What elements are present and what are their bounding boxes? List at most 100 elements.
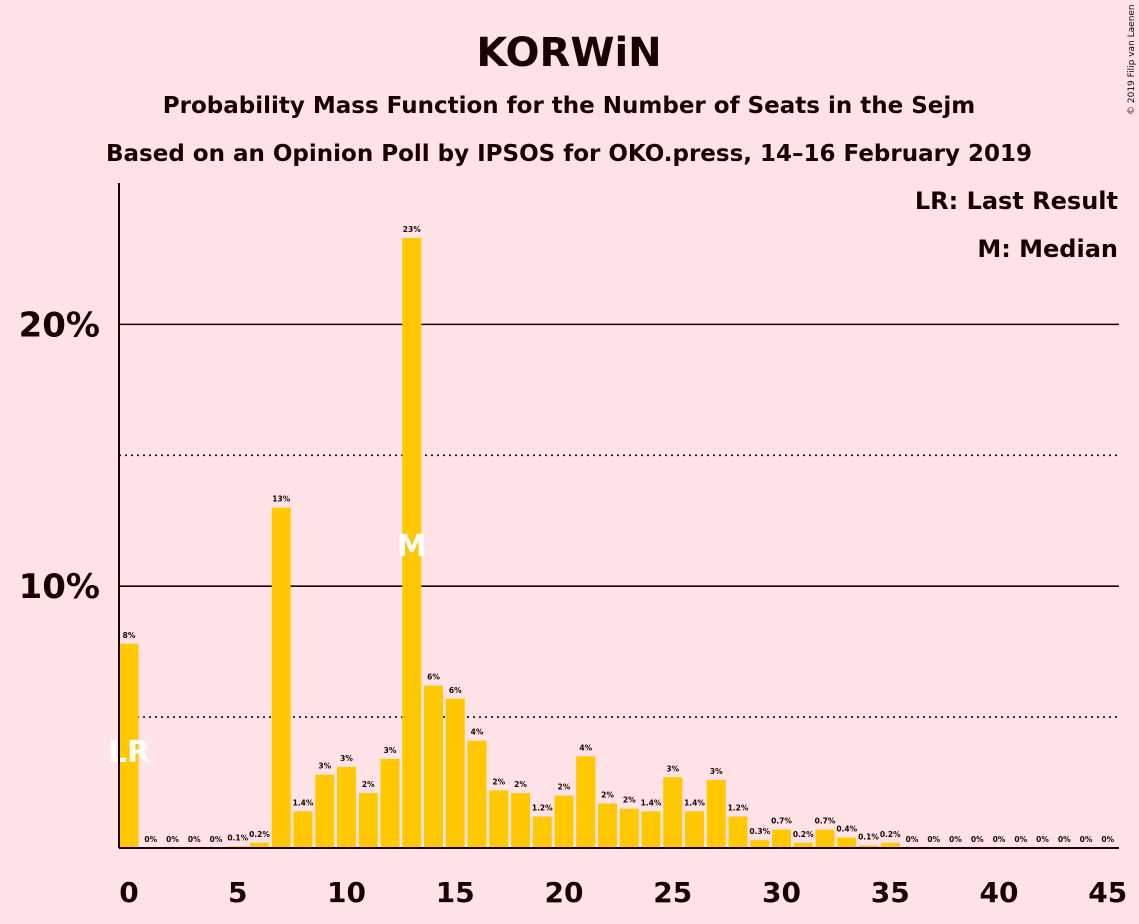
data-label-seat-36: 0% bbox=[906, 835, 919, 844]
data-label-seat-19: 1.2% bbox=[532, 804, 553, 813]
data-label-seat-7: 13% bbox=[272, 495, 290, 504]
chart-title: KORWiN bbox=[476, 30, 661, 76]
data-label-seat-42: 0% bbox=[1036, 835, 1049, 844]
data-label-seat-43: 0% bbox=[1058, 835, 1071, 844]
x-tick-label: 10 bbox=[327, 876, 366, 909]
data-label-seat-27: 3% bbox=[710, 767, 723, 776]
data-label-seat-14: 6% bbox=[427, 673, 440, 682]
data-label-seat-38: 0% bbox=[949, 835, 962, 844]
data-label-seat-39: 0% bbox=[971, 835, 984, 844]
data-label-seat-13: 23% bbox=[403, 225, 421, 234]
legend-median: M: Median bbox=[977, 235, 1118, 263]
data-label-seat-41: 0% bbox=[1014, 835, 1027, 844]
data-label-seat-40: 0% bbox=[993, 835, 1006, 844]
bar-seat-11 bbox=[358, 793, 378, 848]
x-tick-label: 35 bbox=[871, 876, 910, 909]
bar-seat-6 bbox=[250, 842, 269, 848]
bar-seat-30 bbox=[772, 829, 791, 848]
data-label-seat-29: 0.3% bbox=[749, 827, 770, 836]
data-label-seat-9: 3% bbox=[318, 762, 331, 771]
data-label-seat-45: 0% bbox=[1101, 835, 1114, 844]
x-tick-label: 0 bbox=[119, 876, 138, 909]
legend-last-result: LR: Last Result bbox=[915, 187, 1118, 215]
data-label-seat-32: 0.7% bbox=[815, 817, 836, 826]
last-result-marker: LR bbox=[108, 735, 150, 770]
data-label-seat-20: 2% bbox=[558, 783, 571, 792]
bar-seat-28 bbox=[728, 816, 748, 848]
bar-seat-25 bbox=[663, 777, 683, 848]
bar-seat-18 bbox=[511, 793, 530, 848]
data-label-seat-31: 0.2% bbox=[793, 830, 814, 839]
bar-seat-14 bbox=[424, 685, 443, 848]
data-label-seat-26: 1.4% bbox=[684, 798, 705, 807]
x-tick-label: 25 bbox=[653, 876, 692, 909]
data-label-seat-16: 4% bbox=[471, 728, 484, 737]
data-label-seat-22: 2% bbox=[601, 790, 614, 799]
bar-seat-27 bbox=[706, 779, 726, 848]
x-tick-label: 20 bbox=[545, 876, 584, 909]
bar-seat-12 bbox=[380, 758, 400, 848]
bar-seat-17 bbox=[489, 790, 509, 848]
bar-seat-31 bbox=[793, 842, 813, 848]
x-tick-label: 30 bbox=[762, 876, 801, 909]
x-tick-labels: 0 5 10 15 20 25 30 35 40 45 bbox=[119, 876, 1127, 909]
data-label-seat-37: 0% bbox=[927, 835, 940, 844]
data-label-seat-24: 1.4% bbox=[641, 798, 662, 807]
median-marker: M bbox=[397, 529, 427, 564]
bar-seat-24 bbox=[641, 811, 661, 848]
bar-seat-23 bbox=[619, 808, 639, 848]
data-label-seat-17: 2% bbox=[492, 777, 505, 786]
data-label-seat-15: 6% bbox=[449, 686, 462, 695]
bar-seat-13 bbox=[402, 237, 422, 848]
data-labels-group: 8%0% 0% 0% 0% 0.1% 0.2%13%1.4%3%3%2%3%23%6%6%… bbox=[123, 225, 1115, 844]
bar-seat-10 bbox=[337, 766, 356, 848]
data-label-seat-5: 0.1% bbox=[227, 833, 248, 842]
bar-seat-19 bbox=[532, 816, 552, 848]
data-label-seat-30: 0.7% bbox=[771, 817, 792, 826]
bar-seat-20 bbox=[554, 795, 574, 848]
bar-seat-32 bbox=[815, 829, 835, 848]
bar-seat-21 bbox=[576, 756, 596, 848]
chart-subtitle: Probability Mass Function for the Number… bbox=[163, 93, 975, 119]
data-label-seat-2: 0% bbox=[166, 835, 179, 844]
copyright-credit: © 2019 Filip van Laenen bbox=[1127, 4, 1137, 115]
y-tick-label: 20% bbox=[19, 305, 100, 345]
data-label-seat-25: 3% bbox=[666, 764, 679, 773]
data-label-seat-0: 8% bbox=[123, 631, 136, 640]
data-label-seat-33: 0.4% bbox=[836, 825, 857, 834]
bar-seat-26 bbox=[685, 811, 704, 848]
data-label-seat-6: 0.2% bbox=[249, 830, 270, 839]
x-tick-label: 45 bbox=[1088, 876, 1127, 909]
data-label-seat-34: 0.1% bbox=[858, 832, 879, 841]
y-tick-label: 10% bbox=[19, 567, 100, 607]
data-label-seat-44: 0% bbox=[1080, 835, 1093, 844]
bar-seat-35 bbox=[880, 842, 900, 848]
data-label-seat-4: 0% bbox=[210, 835, 223, 844]
data-label-seat-1: 0% bbox=[144, 835, 157, 844]
data-label-seat-11: 2% bbox=[362, 780, 375, 789]
bar-seat-22 bbox=[598, 803, 617, 848]
data-label-seat-18: 2% bbox=[514, 780, 527, 789]
bar-seat-7 bbox=[271, 507, 291, 848]
data-label-seat-8: 1.4% bbox=[293, 798, 314, 807]
data-label-seat-10: 3% bbox=[340, 754, 353, 763]
grid-lines bbox=[119, 323, 1119, 718]
chart-subtitle-source: Based on an Opinion Poll by IPSOS for OK… bbox=[106, 141, 1032, 167]
bar-seat-29 bbox=[750, 840, 770, 848]
bar-seat-9 bbox=[315, 774, 335, 848]
data-label-seat-21: 4% bbox=[579, 743, 592, 752]
data-label-seat-12: 3% bbox=[384, 746, 397, 755]
data-label-seat-3: 0% bbox=[188, 835, 201, 844]
bar-seat-34 bbox=[859, 845, 878, 848]
data-label-seat-35: 0.2% bbox=[880, 830, 901, 839]
x-tick-label: 5 bbox=[228, 876, 247, 909]
bar-seat-15 bbox=[445, 698, 465, 848]
bar-seat-0 bbox=[119, 643, 139, 848]
bars-group bbox=[119, 237, 900, 848]
markers-group: LR M bbox=[108, 529, 427, 770]
data-label-seat-28: 1.2% bbox=[728, 804, 749, 813]
y-tick-labels: 10% 20% bbox=[19, 305, 100, 607]
bar-seat-8 bbox=[293, 811, 313, 848]
x-tick-label: 40 bbox=[980, 876, 1019, 909]
